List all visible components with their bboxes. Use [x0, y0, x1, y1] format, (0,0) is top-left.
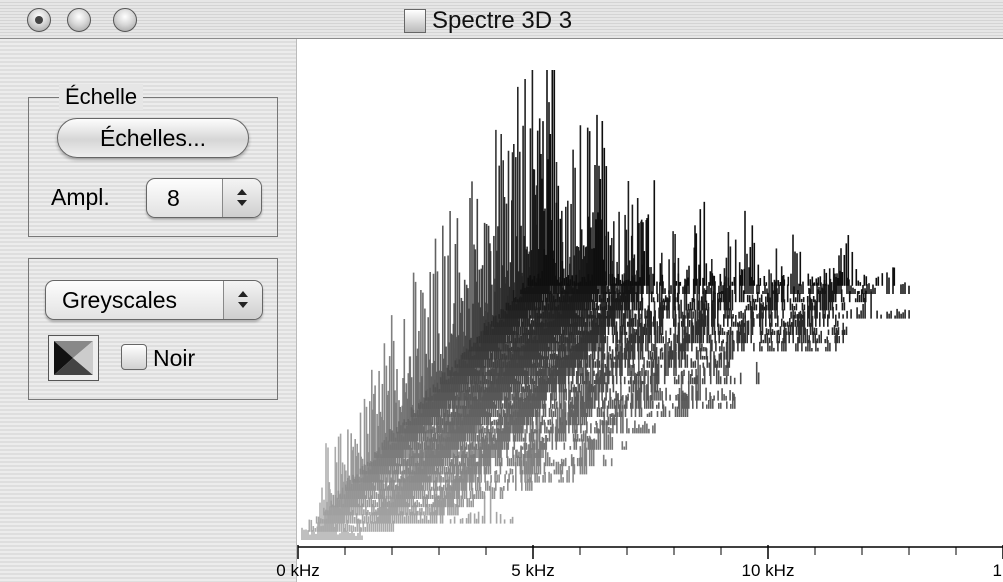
x-tick-label: 5 kHz — [511, 561, 554, 580]
x-tick-label: 0 kHz — [276, 561, 319, 580]
x-tick-label: 10 kHz — [742, 561, 795, 580]
amplitude-value: 8 — [167, 185, 180, 211]
document-icon — [404, 9, 426, 33]
scales-button[interactable]: Échelles... — [57, 118, 249, 158]
palette-value: Greyscales — [62, 287, 178, 313]
palette-icon[interactable] — [48, 335, 99, 381]
amplitude-popup[interactable]: 8 — [146, 178, 262, 218]
group-title: Échelle — [59, 84, 144, 110]
palette-popup[interactable]: Greyscales — [45, 280, 263, 320]
minimize-button[interactable] — [67, 8, 91, 32]
color-group: Greyscales Noir — [28, 258, 278, 400]
scale-group: Échelle Échelles... Ampl. 8 — [28, 84, 278, 237]
x-tick-label: 1 — [993, 561, 1002, 580]
window-title: Spectre 3D 3 — [432, 7, 573, 34]
sidebar: Échelle Échelles... Ampl. 8 Greyscales N… — [0, 39, 297, 582]
title-bar: Spectre 3D 3 — [0, 0, 1003, 39]
amplitude-label: Ampl. — [51, 184, 110, 210]
spectrum — [301, 70, 910, 540]
close-button[interactable] — [27, 8, 51, 32]
checkbox-label: Noir — [153, 345, 196, 371]
noir-checkbox[interactable] — [121, 344, 147, 370]
popup-arrows — [222, 179, 261, 217]
popup-arrows — [223, 281, 262, 319]
zoom-button[interactable] — [113, 8, 137, 32]
